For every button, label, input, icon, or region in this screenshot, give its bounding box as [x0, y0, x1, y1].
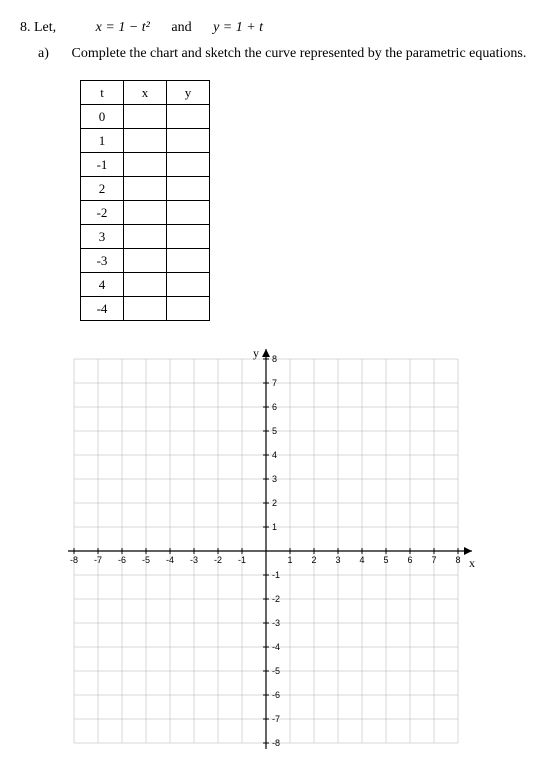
- cell-x: [124, 225, 167, 249]
- svg-text:-3: -3: [272, 618, 280, 628]
- cell-t: -4: [81, 297, 124, 321]
- cell-t: 4: [81, 273, 124, 297]
- table-row: 2: [81, 177, 210, 201]
- svg-text:-8: -8: [70, 555, 78, 565]
- table-row: -2: [81, 201, 210, 225]
- cell-x: [124, 297, 167, 321]
- svg-text:-2: -2: [272, 594, 280, 604]
- col-header-y: y: [167, 81, 210, 105]
- cell-t: -3: [81, 249, 124, 273]
- graph-container: -8 -7 -6 -5 -4 -3 -2 -1 1 2 3 4 5 6 7 8 -8 -7 -6 -5 -4 -3 -2 -1…: [20, 339, 532, 763]
- svg-text:8: 8: [455, 555, 460, 565]
- svg-text:7: 7: [431, 555, 436, 565]
- table-row: -1: [81, 153, 210, 177]
- cell-y: [167, 129, 210, 153]
- table-row: -4: [81, 297, 210, 321]
- cell-t: -1: [81, 153, 124, 177]
- table-body: 01-12-23-34-4: [81, 105, 210, 321]
- cell-t: 2: [81, 177, 124, 201]
- svg-text:4: 4: [272, 450, 277, 460]
- cell-y: [167, 297, 210, 321]
- cell-x: [124, 177, 167, 201]
- svg-text:y: y: [253, 346, 259, 360]
- svg-text:5: 5: [272, 426, 277, 436]
- svg-text:5: 5: [383, 555, 388, 565]
- svg-text:1: 1: [272, 522, 277, 532]
- svg-text:-1: -1: [272, 570, 280, 580]
- cell-x: [124, 273, 167, 297]
- coordinate-grid: -8 -7 -6 -5 -4 -3 -2 -1 1 2 3 4 5 6 7 8 -8 -7 -6 -5 -4 -3 -2 -1…: [54, 339, 498, 763]
- svg-text:-7: -7: [272, 714, 280, 724]
- parameter-table: t x y 01-12-23-34-4: [80, 80, 210, 321]
- cell-y: [167, 225, 210, 249]
- equation-y: y = 1 + t: [213, 20, 263, 35]
- problem-number: 8.: [20, 20, 31, 35]
- problem-lead: Let,: [34, 20, 56, 35]
- svg-text:-6: -6: [272, 690, 280, 700]
- cell-t: 3: [81, 225, 124, 249]
- svg-text:2: 2: [311, 555, 316, 565]
- svg-text:-1: -1: [238, 555, 246, 565]
- svg-text:4: 4: [359, 555, 364, 565]
- subpart-text: Complete the chart and sketch the curve …: [72, 46, 527, 61]
- svg-text:7: 7: [272, 378, 277, 388]
- svg-text:-3: -3: [190, 555, 198, 565]
- svg-text:-8: -8: [272, 738, 280, 748]
- cell-x: [124, 201, 167, 225]
- cell-y: [167, 177, 210, 201]
- table-row: 4: [81, 273, 210, 297]
- table-row: 1: [81, 129, 210, 153]
- svg-text:-5: -5: [142, 555, 150, 565]
- svg-text:6: 6: [272, 402, 277, 412]
- svg-text:-4: -4: [166, 555, 174, 565]
- svg-text:2: 2: [272, 498, 277, 508]
- subpart-letter: a): [20, 46, 68, 62]
- cell-y: [167, 273, 210, 297]
- svg-text:-4: -4: [272, 642, 280, 652]
- cell-y: [167, 105, 210, 129]
- svg-text:6: 6: [407, 555, 412, 565]
- cell-y: [167, 249, 210, 273]
- svg-text:-7: -7: [94, 555, 102, 565]
- subpart-a: a) Complete the chart and sketch the cur…: [20, 46, 532, 62]
- svg-text:3: 3: [272, 474, 277, 484]
- col-header-x: x: [124, 81, 167, 105]
- svg-text:8: 8: [272, 354, 277, 364]
- svg-text:1: 1: [287, 555, 292, 565]
- table-row: 0: [81, 105, 210, 129]
- cell-t: -2: [81, 201, 124, 225]
- cell-y: [167, 201, 210, 225]
- svg-text:-2: -2: [214, 555, 222, 565]
- svg-text:3: 3: [335, 555, 340, 565]
- cell-x: [124, 129, 167, 153]
- cell-x: [124, 105, 167, 129]
- cell-t: 0: [81, 105, 124, 129]
- svg-text:-6: -6: [118, 555, 126, 565]
- svg-text:-5: -5: [272, 666, 280, 676]
- problem-statement: 8. Let, x = 1 − t² and y = 1 + t: [20, 20, 532, 36]
- col-header-t: t: [81, 81, 124, 105]
- table-row: 3: [81, 225, 210, 249]
- cell-x: [124, 153, 167, 177]
- word-and: and: [171, 20, 191, 35]
- table-row: -3: [81, 249, 210, 273]
- cell-t: 1: [81, 129, 124, 153]
- cell-x: [124, 249, 167, 273]
- cell-y: [167, 153, 210, 177]
- equation-x: x = 1 − t²: [96, 20, 150, 35]
- svg-text:x: x: [469, 556, 475, 570]
